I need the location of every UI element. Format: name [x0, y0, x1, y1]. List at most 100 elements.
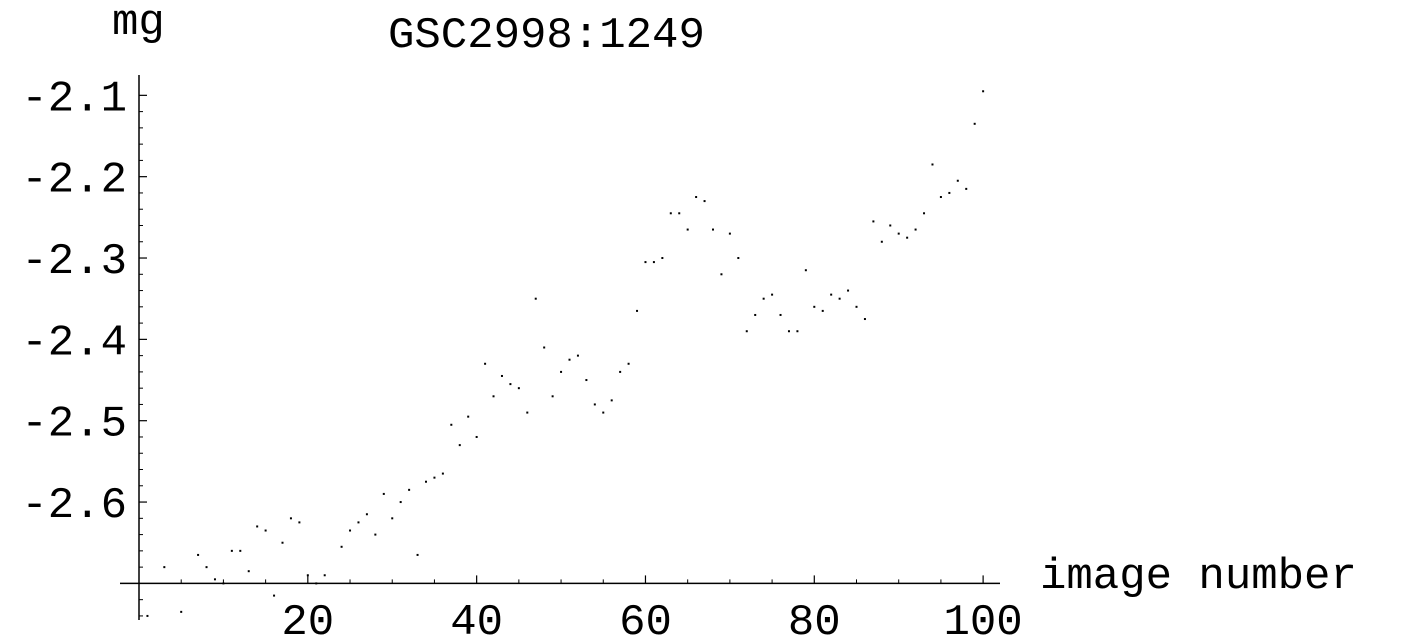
data-point	[720, 273, 723, 276]
data-point	[264, 529, 267, 532]
data-point	[906, 236, 909, 239]
data-point	[712, 228, 714, 231]
data-point	[737, 257, 740, 260]
data-point	[517, 387, 520, 390]
data-point	[146, 614, 149, 617]
data-point	[728, 232, 731, 235]
data-point	[771, 293, 774, 296]
data-point	[247, 570, 250, 573]
data-point	[813, 305, 816, 308]
data-point	[526, 411, 529, 414]
data-point	[323, 574, 326, 577]
y-tick-label: -2.6	[21, 481, 127, 531]
data-point	[914, 228, 917, 231]
y-tick-label: -2.1	[21, 74, 127, 124]
data-point	[939, 196, 942, 199]
x-tick-label: 80	[788, 598, 841, 643]
data-point	[889, 224, 892, 227]
data-point	[543, 346, 546, 349]
y-tick-label: -2.5	[21, 400, 127, 450]
x-tick-label: 100	[944, 598, 1023, 643]
data-point	[644, 261, 647, 264]
chart-title: GSC2998:1249	[388, 11, 705, 61]
data-point	[754, 313, 757, 316]
data-points	[146, 90, 985, 617]
data-point	[686, 228, 689, 231]
data-point	[416, 553, 419, 556]
data-point	[652, 261, 655, 264]
data-point	[163, 566, 166, 569]
data-point	[197, 553, 200, 556]
data-point	[703, 200, 706, 203]
data-point	[669, 212, 672, 215]
data-point	[213, 578, 216, 581]
y-axis-label: mg	[112, 0, 165, 48]
data-point	[593, 403, 596, 406]
data-point	[956, 179, 959, 182]
data-point	[441, 472, 444, 475]
data-point	[180, 610, 183, 613]
data-point	[205, 566, 208, 569]
data-point	[560, 370, 563, 373]
data-point	[948, 191, 951, 194]
data-point	[619, 370, 622, 373]
x-tick-label: 40	[450, 598, 503, 643]
data-point	[399, 501, 402, 504]
data-point	[450, 423, 453, 426]
data-point	[787, 330, 790, 333]
data-point	[273, 594, 276, 597]
data-point	[433, 476, 436, 479]
data-point	[838, 297, 841, 300]
data-point	[923, 212, 926, 215]
data-point	[931, 163, 934, 166]
data-point	[425, 480, 427, 483]
data-point	[965, 187, 968, 190]
data-point	[340, 545, 343, 548]
data-point	[880, 240, 883, 243]
data-point	[551, 395, 554, 398]
x-axis-label: image number	[1040, 552, 1357, 602]
y-tick-label: -2.2	[21, 156, 127, 206]
data-point	[821, 309, 824, 312]
data-point	[762, 297, 765, 300]
data-point	[973, 122, 976, 125]
x-tick-label: 60	[619, 598, 672, 643]
data-point	[982, 90, 985, 93]
data-point	[382, 492, 385, 495]
data-point	[374, 533, 377, 536]
data-point	[636, 309, 639, 312]
data-point	[289, 517, 292, 520]
data-point	[585, 379, 588, 382]
data-point	[256, 525, 259, 528]
data-point	[230, 549, 233, 552]
y-tick-label: -2.3	[21, 237, 127, 287]
x-tick-label: 20	[281, 598, 334, 643]
data-point	[872, 220, 875, 223]
data-point	[500, 374, 503, 377]
data-point	[745, 330, 748, 333]
data-point	[627, 362, 630, 365]
data-point	[796, 330, 799, 333]
data-point	[576, 354, 579, 357]
data-point	[458, 444, 461, 447]
data-point	[678, 212, 681, 215]
data-point	[568, 358, 571, 361]
data-point	[492, 395, 495, 398]
data-point	[315, 582, 318, 585]
data-point	[534, 297, 537, 300]
data-point	[602, 411, 605, 414]
data-point	[897, 232, 900, 235]
data-point	[281, 541, 284, 544]
data-point	[695, 196, 698, 199]
data-point	[779, 313, 782, 316]
data-point	[804, 269, 807, 272]
data-point	[391, 517, 394, 520]
data-point	[863, 318, 866, 321]
data-point	[365, 513, 368, 516]
data-point	[847, 289, 850, 292]
data-point	[306, 574, 309, 577]
data-point	[855, 305, 858, 308]
data-point	[610, 399, 613, 402]
data-point	[484, 362, 487, 365]
